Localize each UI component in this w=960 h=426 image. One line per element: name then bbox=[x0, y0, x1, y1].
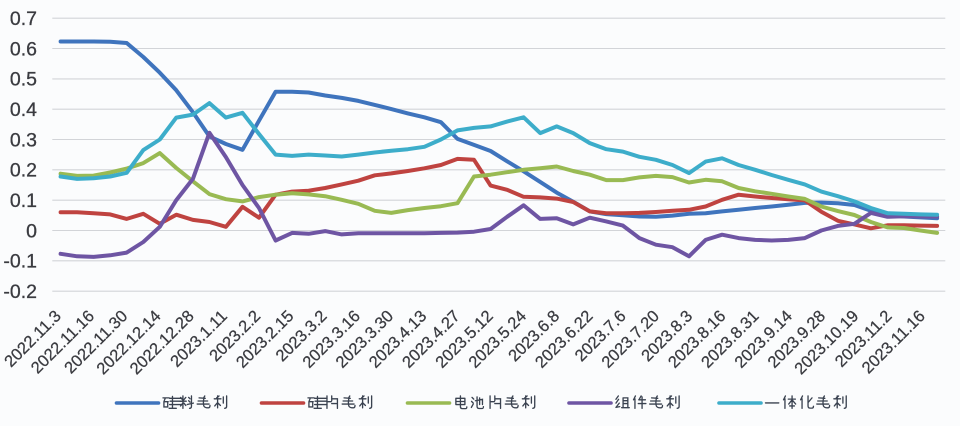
svg-text:0.4: 0.4 bbox=[10, 99, 37, 121]
svg-text:0.5: 0.5 bbox=[10, 69, 37, 91]
svg-text:-0.1: -0.1 bbox=[3, 251, 37, 273]
svg-text:0.1: 0.1 bbox=[10, 190, 37, 212]
svg-text:0.2: 0.2 bbox=[10, 160, 37, 182]
svg-text:0.7: 0.7 bbox=[10, 8, 37, 30]
svg-text:0.3: 0.3 bbox=[10, 129, 37, 151]
svg-text:-0.2: -0.2 bbox=[3, 281, 37, 303]
svg-text:0.6: 0.6 bbox=[10, 38, 37, 60]
svg-text:0: 0 bbox=[26, 220, 37, 242]
